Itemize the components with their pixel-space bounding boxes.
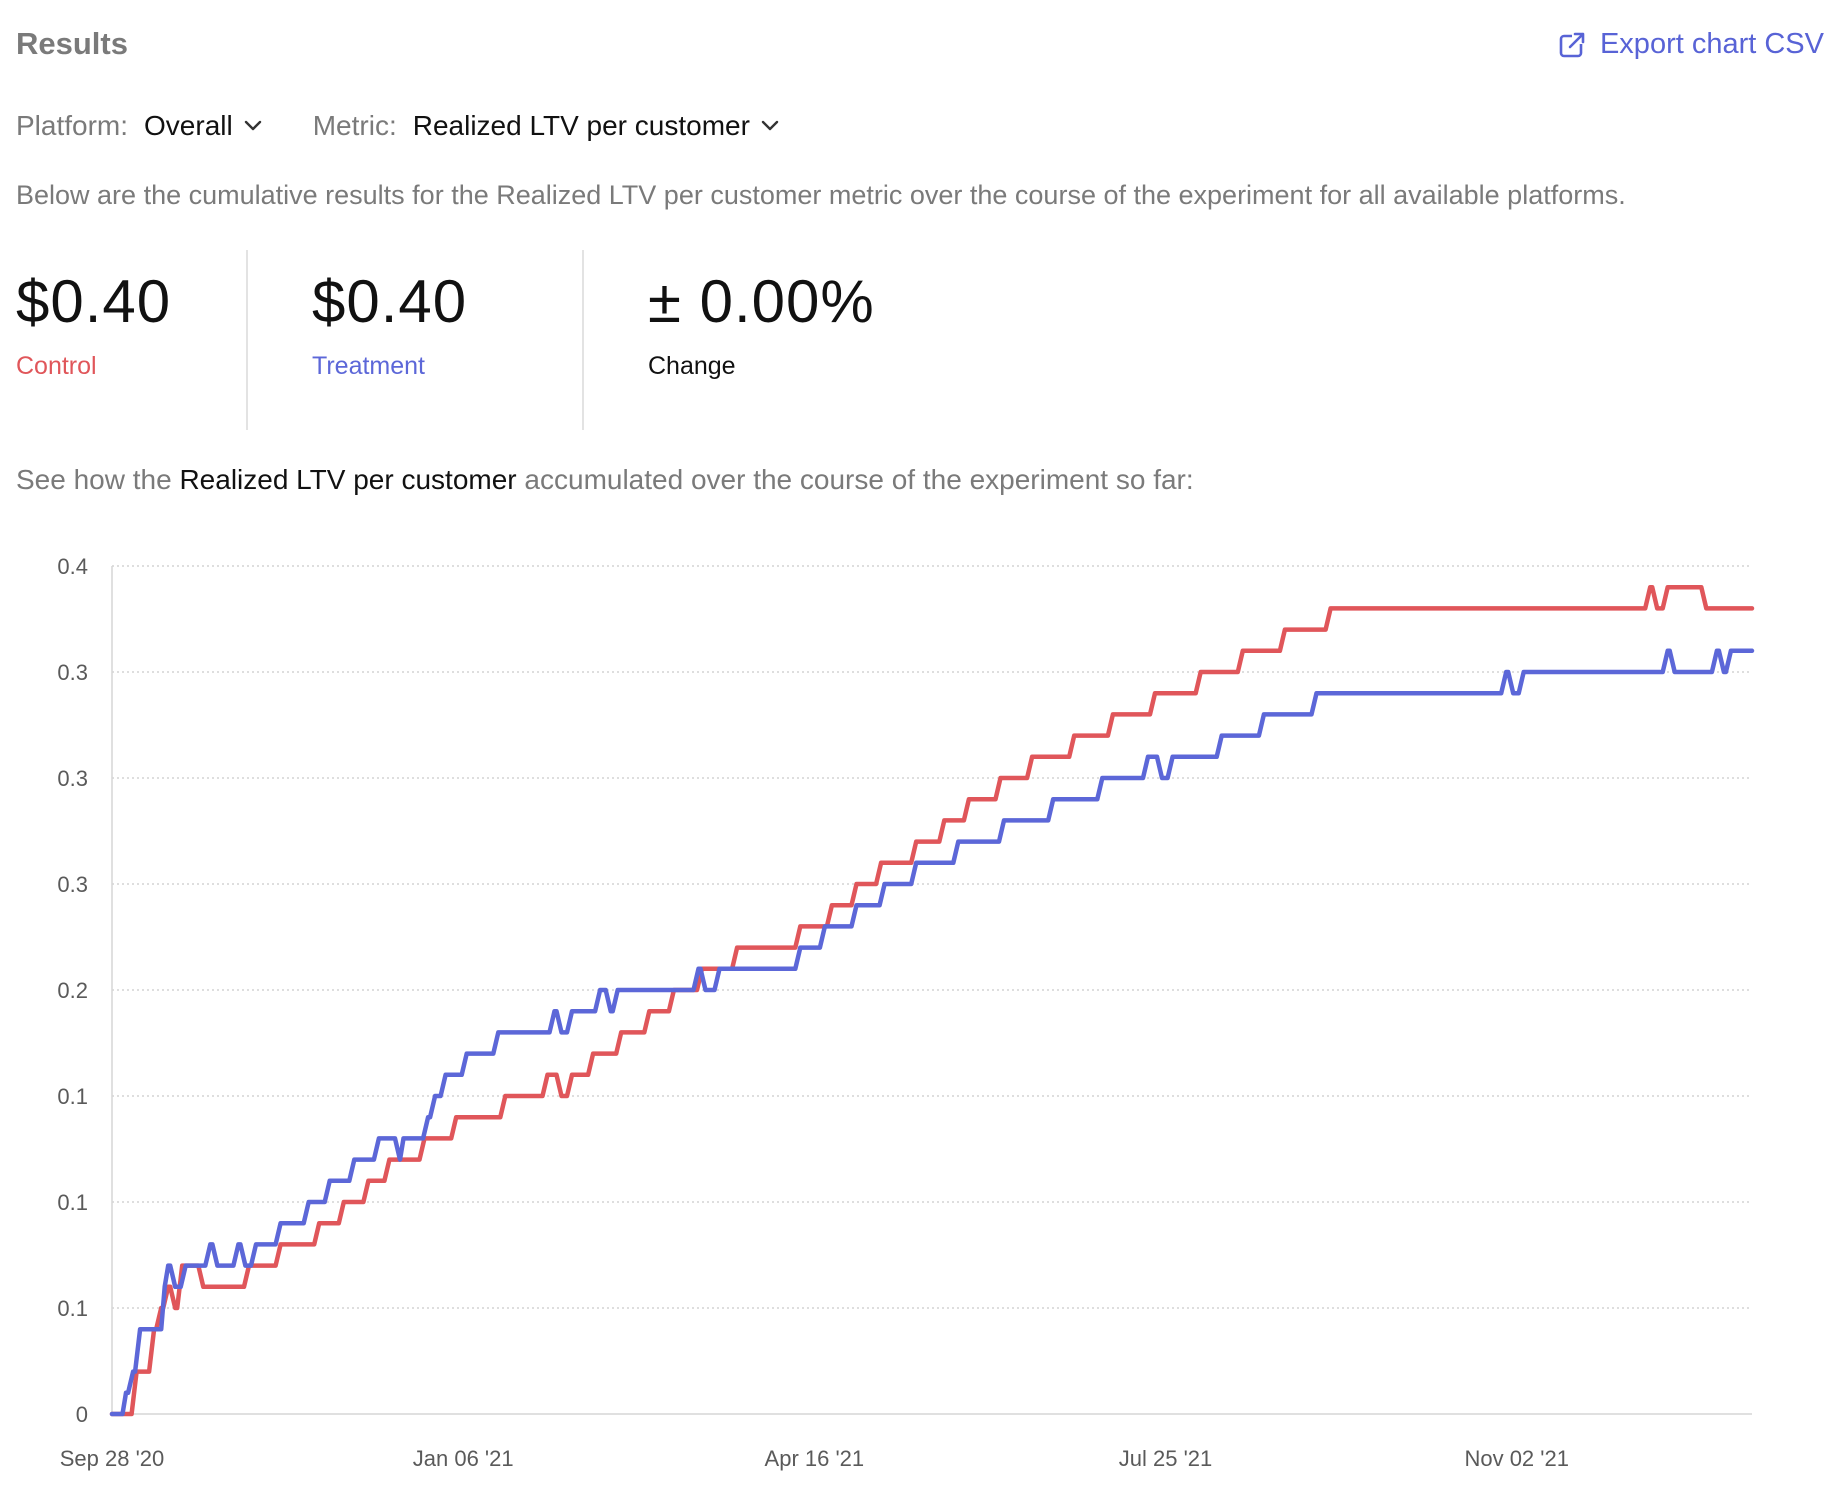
summary-stats: $0.40 Control $0.40 Treatment ± 0.00% Ch… <box>16 250 948 430</box>
accumulation-suffix: accumulated over the course of the exper… <box>516 464 1194 495</box>
series-line-treatment[interactable] <box>109 648 1755 1417</box>
y-tick-label: 0.3 <box>57 660 88 685</box>
accumulation-text: See how the Realized LTV per customer ac… <box>16 464 1194 496</box>
chevron-down-icon <box>244 120 261 131</box>
accumulation-prefix: See how the <box>16 464 180 495</box>
accumulation-metric: Realized LTV per customer <box>179 464 517 495</box>
treatment-label: Treatment <box>312 352 426 380</box>
series-line-control[interactable] <box>109 584 1755 1417</box>
filter-bar: Platform: Overall Metric: Realized LTV p… <box>16 110 830 142</box>
y-tick-label: 0.2 <box>57 978 88 1003</box>
platform-dropdown[interactable]: Platform: Overall <box>16 110 263 142</box>
x-tick-label: Nov 02 '21 <box>1464 1446 1569 1471</box>
results-description: Below are the cumulative results for the… <box>16 180 1626 210</box>
y-tick-label: 0.3 <box>57 872 88 897</box>
change-value: ± 0.00% <box>648 268 875 335</box>
y-tick-label: 0.1 <box>57 1084 88 1109</box>
control-label: Control <box>16 352 97 380</box>
export-chart-csv-label: Export chart CSV <box>1599 28 1824 60</box>
treatment-stat: $0.40 Treatment <box>246 250 582 430</box>
metric-value: Realized LTV per customer <box>412 110 750 141</box>
platform-label: Platform: <box>16 110 129 141</box>
treatment-value: $0.40 <box>312 268 468 335</box>
control-value: $0.40 <box>16 268 172 335</box>
x-tick-label: Jul 25 '21 <box>1119 1446 1213 1471</box>
y-tick-label: 0.4 <box>57 554 88 579</box>
y-tick-label: 0 <box>76 1402 88 1427</box>
export-chart-csv-button[interactable]: Export chart CSV <box>1558 28 1824 61</box>
x-tick-label: Apr 16 '21 <box>765 1446 865 1471</box>
y-tick-label: 0.1 <box>57 1190 88 1215</box>
results-header: Results Export chart CSV <box>16 26 1824 66</box>
metric-dropdown[interactable]: Metric: Realized LTV per customer <box>313 110 780 142</box>
x-tick-label: Sep 28 '20 <box>60 1446 165 1471</box>
chevron-down-icon <box>761 120 779 131</box>
y-tick-label: 0.3 <box>57 766 88 791</box>
x-tick-label: Jan 06 '21 <box>413 1446 514 1471</box>
metric-label: Metric: <box>312 110 397 141</box>
ltv-chart-container: 0 0.1 0.1 0.1 0.2 0.3 0.3 0.3 0.4 Sep 28 '20 Jan 0… <box>0 530 1824 1490</box>
external-link-icon <box>1559 31 1586 57</box>
change-stat: ± 0.00% Change <box>582 250 948 430</box>
change-label: Change <box>648 352 736 380</box>
y-tick-label: 0.1 <box>57 1296 88 1321</box>
ltv-cumulative-chart[interactable]: 0 0.1 0.1 0.1 0.2 0.3 0.3 0.3 0.4 Sep 28 '20 Jan 0… <box>0 530 1824 1490</box>
results-title: Results <box>16 26 128 61</box>
control-stat: $0.40 Control <box>16 250 246 430</box>
platform-value: Overall <box>144 110 233 141</box>
